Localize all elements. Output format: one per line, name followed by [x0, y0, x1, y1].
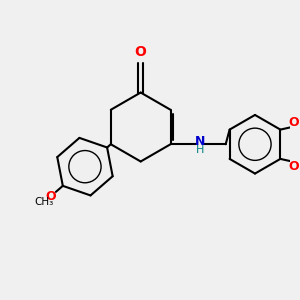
Text: H: H	[196, 145, 204, 155]
Text: O: O	[135, 45, 147, 59]
Text: O: O	[288, 116, 298, 129]
Text: CH₃: CH₃	[34, 197, 54, 207]
Text: O: O	[288, 160, 298, 172]
Text: O: O	[45, 190, 56, 203]
Text: N: N	[195, 136, 205, 148]
